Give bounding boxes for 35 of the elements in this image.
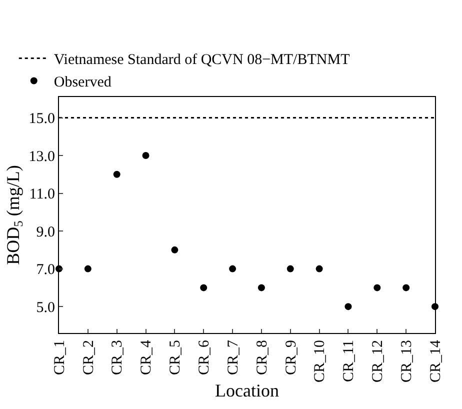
point xyxy=(258,284,265,292)
legend-label: Observed xyxy=(54,74,112,91)
x-tick-label: CR_10 xyxy=(312,340,328,383)
x-tick-label: CR_9 xyxy=(283,340,300,376)
point xyxy=(84,265,92,272)
x-tick-label: CR_7 xyxy=(225,340,242,376)
x-tick-label: CR_4 xyxy=(138,340,155,376)
x-tick-label: CR_13 xyxy=(398,340,415,383)
x-tick-label: CR_2 xyxy=(80,340,97,376)
legend-label: Vietnamese Standard of QCVN 08−MT/BTNMT xyxy=(54,52,350,68)
point xyxy=(344,303,352,310)
y-tick-label: 5.0 xyxy=(36,300,55,316)
x-tick-label: CR_11 xyxy=(341,340,358,382)
point xyxy=(142,152,150,160)
x-tick-label: CR_8 xyxy=(254,340,270,376)
x-axis-title: Location xyxy=(215,380,279,401)
point xyxy=(171,246,178,254)
point xyxy=(316,265,323,272)
point xyxy=(374,284,381,292)
y-tick-label: 11.0 xyxy=(29,186,55,203)
x-tick-label: CR_14 xyxy=(428,340,444,383)
x-tick-label: CR_3 xyxy=(110,340,126,376)
x-tick-label: CR_6 xyxy=(196,340,212,376)
point xyxy=(286,265,294,272)
y-tick-label: 15.0 xyxy=(28,111,55,128)
x-tick-label: CR_1 xyxy=(52,340,68,376)
point xyxy=(200,284,208,292)
point xyxy=(113,170,120,178)
y-tick-label: 13.0 xyxy=(28,148,55,165)
x-tick-label: CR_12 xyxy=(370,340,386,383)
x-tick-label: CR_5 xyxy=(168,340,184,376)
y-tick-label: 9.0 xyxy=(36,224,55,240)
y-tick-label: 7.0 xyxy=(36,262,55,278)
point xyxy=(402,284,410,292)
point xyxy=(229,265,236,272)
